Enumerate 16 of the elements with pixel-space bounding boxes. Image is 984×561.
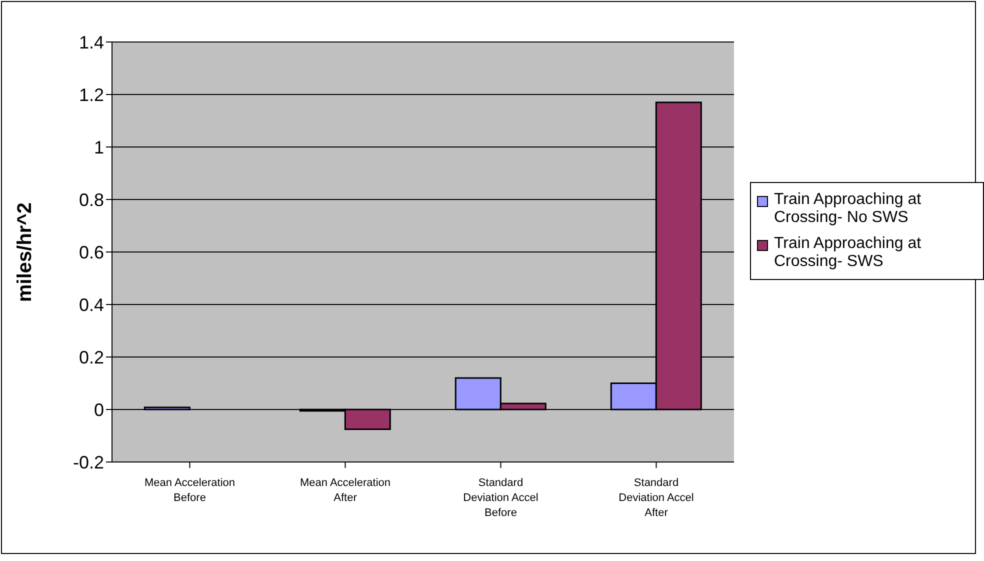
y-tick-label: 0.8 [78,190,104,210]
x-tick-label: Standard Deviation Accel Before [463,477,538,519]
y-tick-label: 0.6 [78,242,104,262]
legend-label: Train Approaching at Crossing- SWS [774,235,922,271]
y-tick-label: 0.4 [78,294,104,315]
y-tick-label: 1.4 [78,32,104,52]
x-tick-label: Standard Deviation Accel After [618,477,694,519]
y-axis-title: miles/hr^2 [14,202,36,302]
y-tick-label: -0.2 [72,452,104,472]
x-tick-label: Mean Acceleration Before [144,477,235,504]
y-tick-label: 1 [94,137,104,158]
y-tick-label: 0 [94,400,104,420]
y-tick-label: 1.2 [78,84,104,105]
x-tick-label: Mean Acceleration After [300,477,390,504]
y-tick-label: 0.2 [78,347,104,368]
legend-label: Train Approaching at Crossing- No SWS [774,191,922,227]
